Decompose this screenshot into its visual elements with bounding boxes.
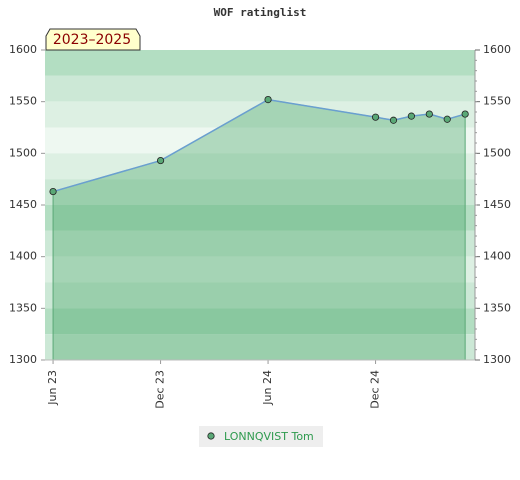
x-tick-label: Dec 24 bbox=[369, 370, 382, 409]
y2-tick-label: 1500 bbox=[483, 146, 511, 159]
y2-tick-label: 1300 bbox=[483, 353, 511, 366]
band bbox=[45, 256, 475, 283]
plot-area bbox=[45, 50, 475, 361]
y2-tick-label: 1550 bbox=[483, 95, 511, 108]
legend-box bbox=[199, 426, 323, 447]
point bbox=[443, 115, 451, 123]
annotation: 2023–2025 bbox=[53, 32, 131, 48]
y-tick-label: 1450 bbox=[9, 198, 37, 211]
band bbox=[45, 127, 475, 154]
band bbox=[45, 179, 475, 205]
legend-label: LONNQVIST Tom bbox=[224, 430, 314, 443]
band bbox=[45, 308, 475, 335]
point bbox=[371, 113, 380, 121]
y-tick-label: 1600 bbox=[9, 43, 37, 56]
x-tick-label: Jun 24 bbox=[261, 370, 274, 406]
point bbox=[407, 112, 415, 120]
y2-tick-label: 1400 bbox=[483, 250, 511, 263]
y-tick-label: 1300 bbox=[9, 353, 37, 366]
y-tick-label: 1550 bbox=[9, 95, 37, 108]
point bbox=[389, 116, 398, 124]
x-tick-label: Jun 23 bbox=[46, 370, 59, 406]
point bbox=[49, 187, 57, 196]
y2-tick-label: 1350 bbox=[483, 301, 511, 314]
band bbox=[45, 101, 475, 128]
point bbox=[461, 110, 469, 118]
y-tick-label: 1500 bbox=[9, 146, 37, 159]
point bbox=[264, 96, 272, 104]
y2-tick-label: 1450 bbox=[483, 198, 511, 211]
x-tick-label: Dec 23 bbox=[154, 370, 167, 409]
band bbox=[45, 230, 475, 257]
point bbox=[156, 156, 165, 165]
y2-tick-label: 1600 bbox=[483, 43, 511, 56]
y-tick-label: 1400 bbox=[9, 250, 37, 263]
y-tick-label: 1350 bbox=[9, 301, 37, 314]
point bbox=[425, 110, 433, 118]
band bbox=[45, 334, 475, 360]
chart-title: WOF ratinglist bbox=[214, 6, 307, 19]
band bbox=[45, 75, 475, 102]
band bbox=[45, 153, 475, 180]
band bbox=[45, 50, 475, 76]
legend-marker bbox=[207, 432, 215, 440]
band bbox=[45, 282, 475, 309]
band bbox=[45, 205, 475, 231]
annotation-box bbox=[45, 28, 141, 51]
